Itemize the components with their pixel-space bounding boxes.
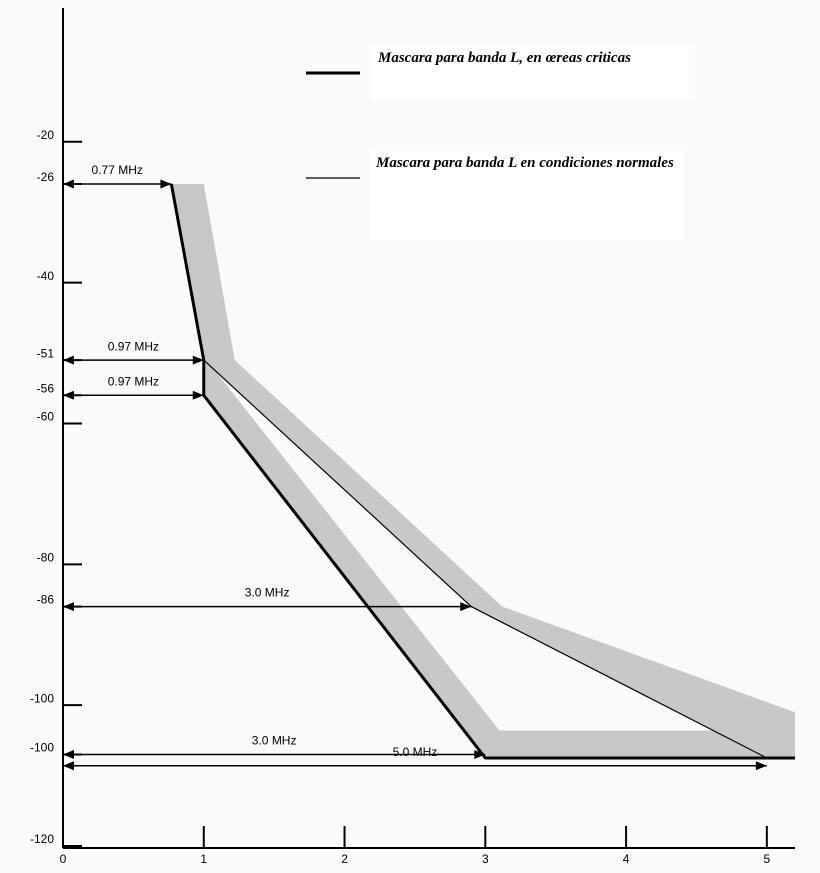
mask-line (170, 183, 768, 759)
arrow-head (160, 179, 172, 189)
legend-label: Mascara para banda L, en œreas criticas (372, 45, 695, 100)
x-tick-label: 0 (60, 852, 67, 866)
x-tick-label: 4 (623, 852, 630, 866)
arrow-head (474, 749, 486, 759)
arrow-head (63, 390, 74, 400)
x-tick-label: 3 (482, 852, 489, 866)
arrow-head (192, 390, 204, 400)
annotation-label: 3.0 MHz (252, 734, 297, 748)
x-tick-label: 5 (764, 852, 771, 866)
arrow-head (63, 179, 74, 189)
arrow-head (192, 355, 204, 365)
annotation-label: 0.97 MHz (108, 374, 159, 388)
arrow-head (755, 761, 767, 771)
annotation-label: 0.97 MHz (108, 339, 159, 353)
y-tick-label: -20 (37, 128, 55, 142)
arrow-head (63, 355, 74, 365)
x-tick-label: 1 (200, 852, 207, 866)
y-tick-label: -56 (37, 381, 55, 395)
arrow-head (63, 602, 74, 612)
y-tick-label: -100 (30, 691, 54, 705)
y-tick-label: -60 (37, 410, 55, 424)
y-tick-label: -40 (37, 269, 55, 283)
tolerance-band (171, 184, 795, 758)
y-tick-label: -86 (37, 593, 55, 607)
y-tick-label: -100 (30, 741, 54, 755)
arrow-head (460, 602, 472, 612)
annotation-label: 5.0 MHz (393, 745, 438, 759)
arrow-head (63, 761, 74, 771)
annotation-label: 3.0 MHz (245, 586, 290, 600)
legend-label: Mascara para banda L en condiciones norm… (370, 150, 683, 240)
annotation-label: 0.77 MHz (92, 163, 143, 177)
arrow-head (63, 749, 74, 759)
x-tick-label: 2 (341, 852, 348, 866)
y-tick-label: -80 (37, 550, 55, 564)
y-tick-label: -26 (37, 170, 55, 184)
y-tick-label: -51 (37, 346, 55, 360)
y-tick-label: -120 (30, 832, 54, 846)
